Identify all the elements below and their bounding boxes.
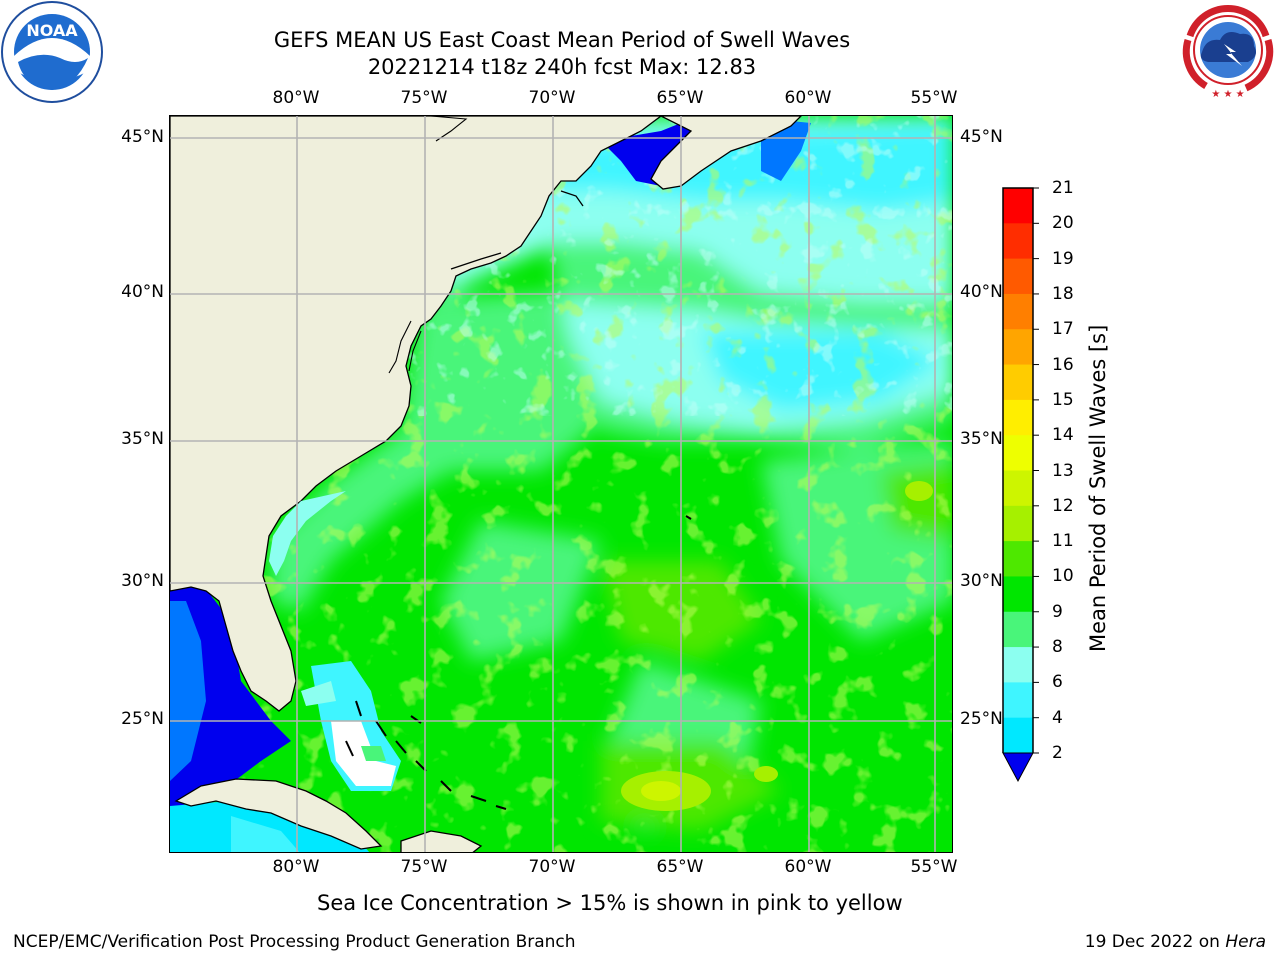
lon-label-top-55w: 55°W: [910, 88, 958, 108]
lat-label-right-40n: 40°N: [960, 282, 1003, 302]
colorbar-segment: [1003, 611, 1033, 648]
colorbar-tick-label: 13: [1052, 460, 1074, 481]
colorbar-segment: [1003, 717, 1033, 754]
lon-label-top-70w: 70°W: [528, 88, 576, 108]
colorbar-graphic: [1002, 187, 1039, 783]
svg-text:★ ★ ★: ★ ★ ★: [1211, 89, 1244, 100]
colorbar-tick-label: 21: [1052, 178, 1074, 198]
colorbar-tick-label: 20: [1052, 213, 1074, 234]
lat-label-left-45n: 45°N: [121, 127, 164, 147]
colorbar-extend-triangle: [1002, 752, 1034, 783]
map-canvas: [170, 116, 952, 852]
colorbar-segment: [1003, 682, 1033, 719]
colorbar-tick-label: 2: [1052, 743, 1063, 763]
sea-ice-note: Sea Ice Concentration > 15% is shown in …: [317, 891, 903, 915]
lon-label-bottom-75w: 75°W: [400, 857, 448, 877]
lat-label-right-45n: 45°N: [960, 127, 1003, 147]
lon-label-bottom-55w: 55°W: [910, 857, 958, 877]
colorbar-segment: [1003, 258, 1033, 295]
land-hispaniola: [400, 830, 483, 852]
map-graticule: [170, 116, 952, 852]
date-stamp: 19 Dec 2022 on Hera: [1085, 932, 1266, 952]
lon-label-top-75w: 75°W: [400, 88, 448, 108]
lon-label-bottom-80w: 80°W: [272, 857, 320, 877]
colorbar-tick-label: 9: [1052, 601, 1063, 622]
noaa-logo: NOAA: [0, 0, 104, 104]
colorbar-segment: [1003, 329, 1033, 366]
colorbar-segment: [1003, 188, 1033, 224]
colorbar-tick-label: 12: [1052, 495, 1074, 516]
colorbar-tick-label: 4: [1052, 707, 1063, 728]
chart-title-line1: GEFS MEAN US East Coast Mean Period of S…: [273, 28, 851, 52]
lat-label-right-35n: 35°N: [960, 429, 1003, 449]
lat-label-left-40n: 40°N: [121, 282, 164, 302]
colorbar-tick-label: 11: [1052, 531, 1074, 552]
date-text: 19 Dec 2022 on: [1084, 932, 1226, 952]
colorbar-segment: [1003, 647, 1033, 683]
lon-label-bottom-70w: 70°W: [528, 857, 576, 877]
colorbar-tick-label: 18: [1052, 283, 1074, 304]
machine-name: Hera: [1225, 932, 1266, 952]
colorbar-tick-label: 14: [1052, 425, 1074, 446]
colorbar-tick-label: 16: [1052, 354, 1074, 375]
lat-label-right-30n: 30°N: [960, 571, 1003, 591]
swell-period-map: [169, 115, 953, 853]
colorbar: [1002, 187, 1039, 783]
nws-logo: ★ ★ ★: [1176, 0, 1280, 104]
lat-label-left-35n: 35°N: [121, 429, 164, 449]
lon-label-top-60w: 60°W: [784, 88, 832, 108]
noaa-logo-text: NOAA: [26, 21, 78, 40]
colorbar-segment: [1003, 435, 1033, 471]
colorbar-segment: [1003, 223, 1033, 260]
lon-label-top-80w: 80°W: [272, 88, 320, 108]
land-cuba: [174, 778, 383, 850]
colorbar-label: Mean Period of Swell Waves [s]: [1086, 324, 1110, 652]
colorbar-segment: [1003, 505, 1033, 542]
lat-label-left-25n: 25°N: [121, 709, 164, 729]
bahamas-islands: [345, 515, 692, 810]
colorbar-segment: [1003, 293, 1033, 330]
lon-label-bottom-65w: 65°W: [656, 857, 704, 877]
colorbar-segment: [1003, 576, 1033, 613]
credit-text: NCEP/EMC/Verification Post Processing Pr…: [13, 932, 576, 952]
lon-label-top-65w: 65°W: [656, 88, 704, 108]
colorbar-tick-label: 15: [1052, 389, 1074, 410]
colorbar-tick-label: 17: [1052, 319, 1074, 340]
colorbar-tick-label: 19: [1052, 248, 1074, 269]
colorbar-segment: [1003, 399, 1033, 436]
colorbar-tick-label: 10: [1052, 566, 1074, 587]
lat-label-left-30n: 30°N: [121, 571, 164, 591]
lon-label-bottom-60w: 60°W: [784, 857, 832, 877]
colorbar-segment: [1003, 364, 1033, 401]
colorbar-segment: [1003, 470, 1033, 507]
colorbar-tick-label: 8: [1052, 637, 1063, 658]
colorbar-segment: [1003, 541, 1033, 577]
lat-label-right-25n: 25°N: [960, 709, 1003, 729]
chart-title-line2: 20221214 t18z 240h fcst Max: 12.83: [367, 55, 757, 79]
colorbar-tick-label: 6: [1052, 672, 1063, 693]
colorbar-ticks: 21 20 19 18 17 16 15 14 13 12 11 10 9 8 6 4 2: [1052, 178, 1112, 778]
